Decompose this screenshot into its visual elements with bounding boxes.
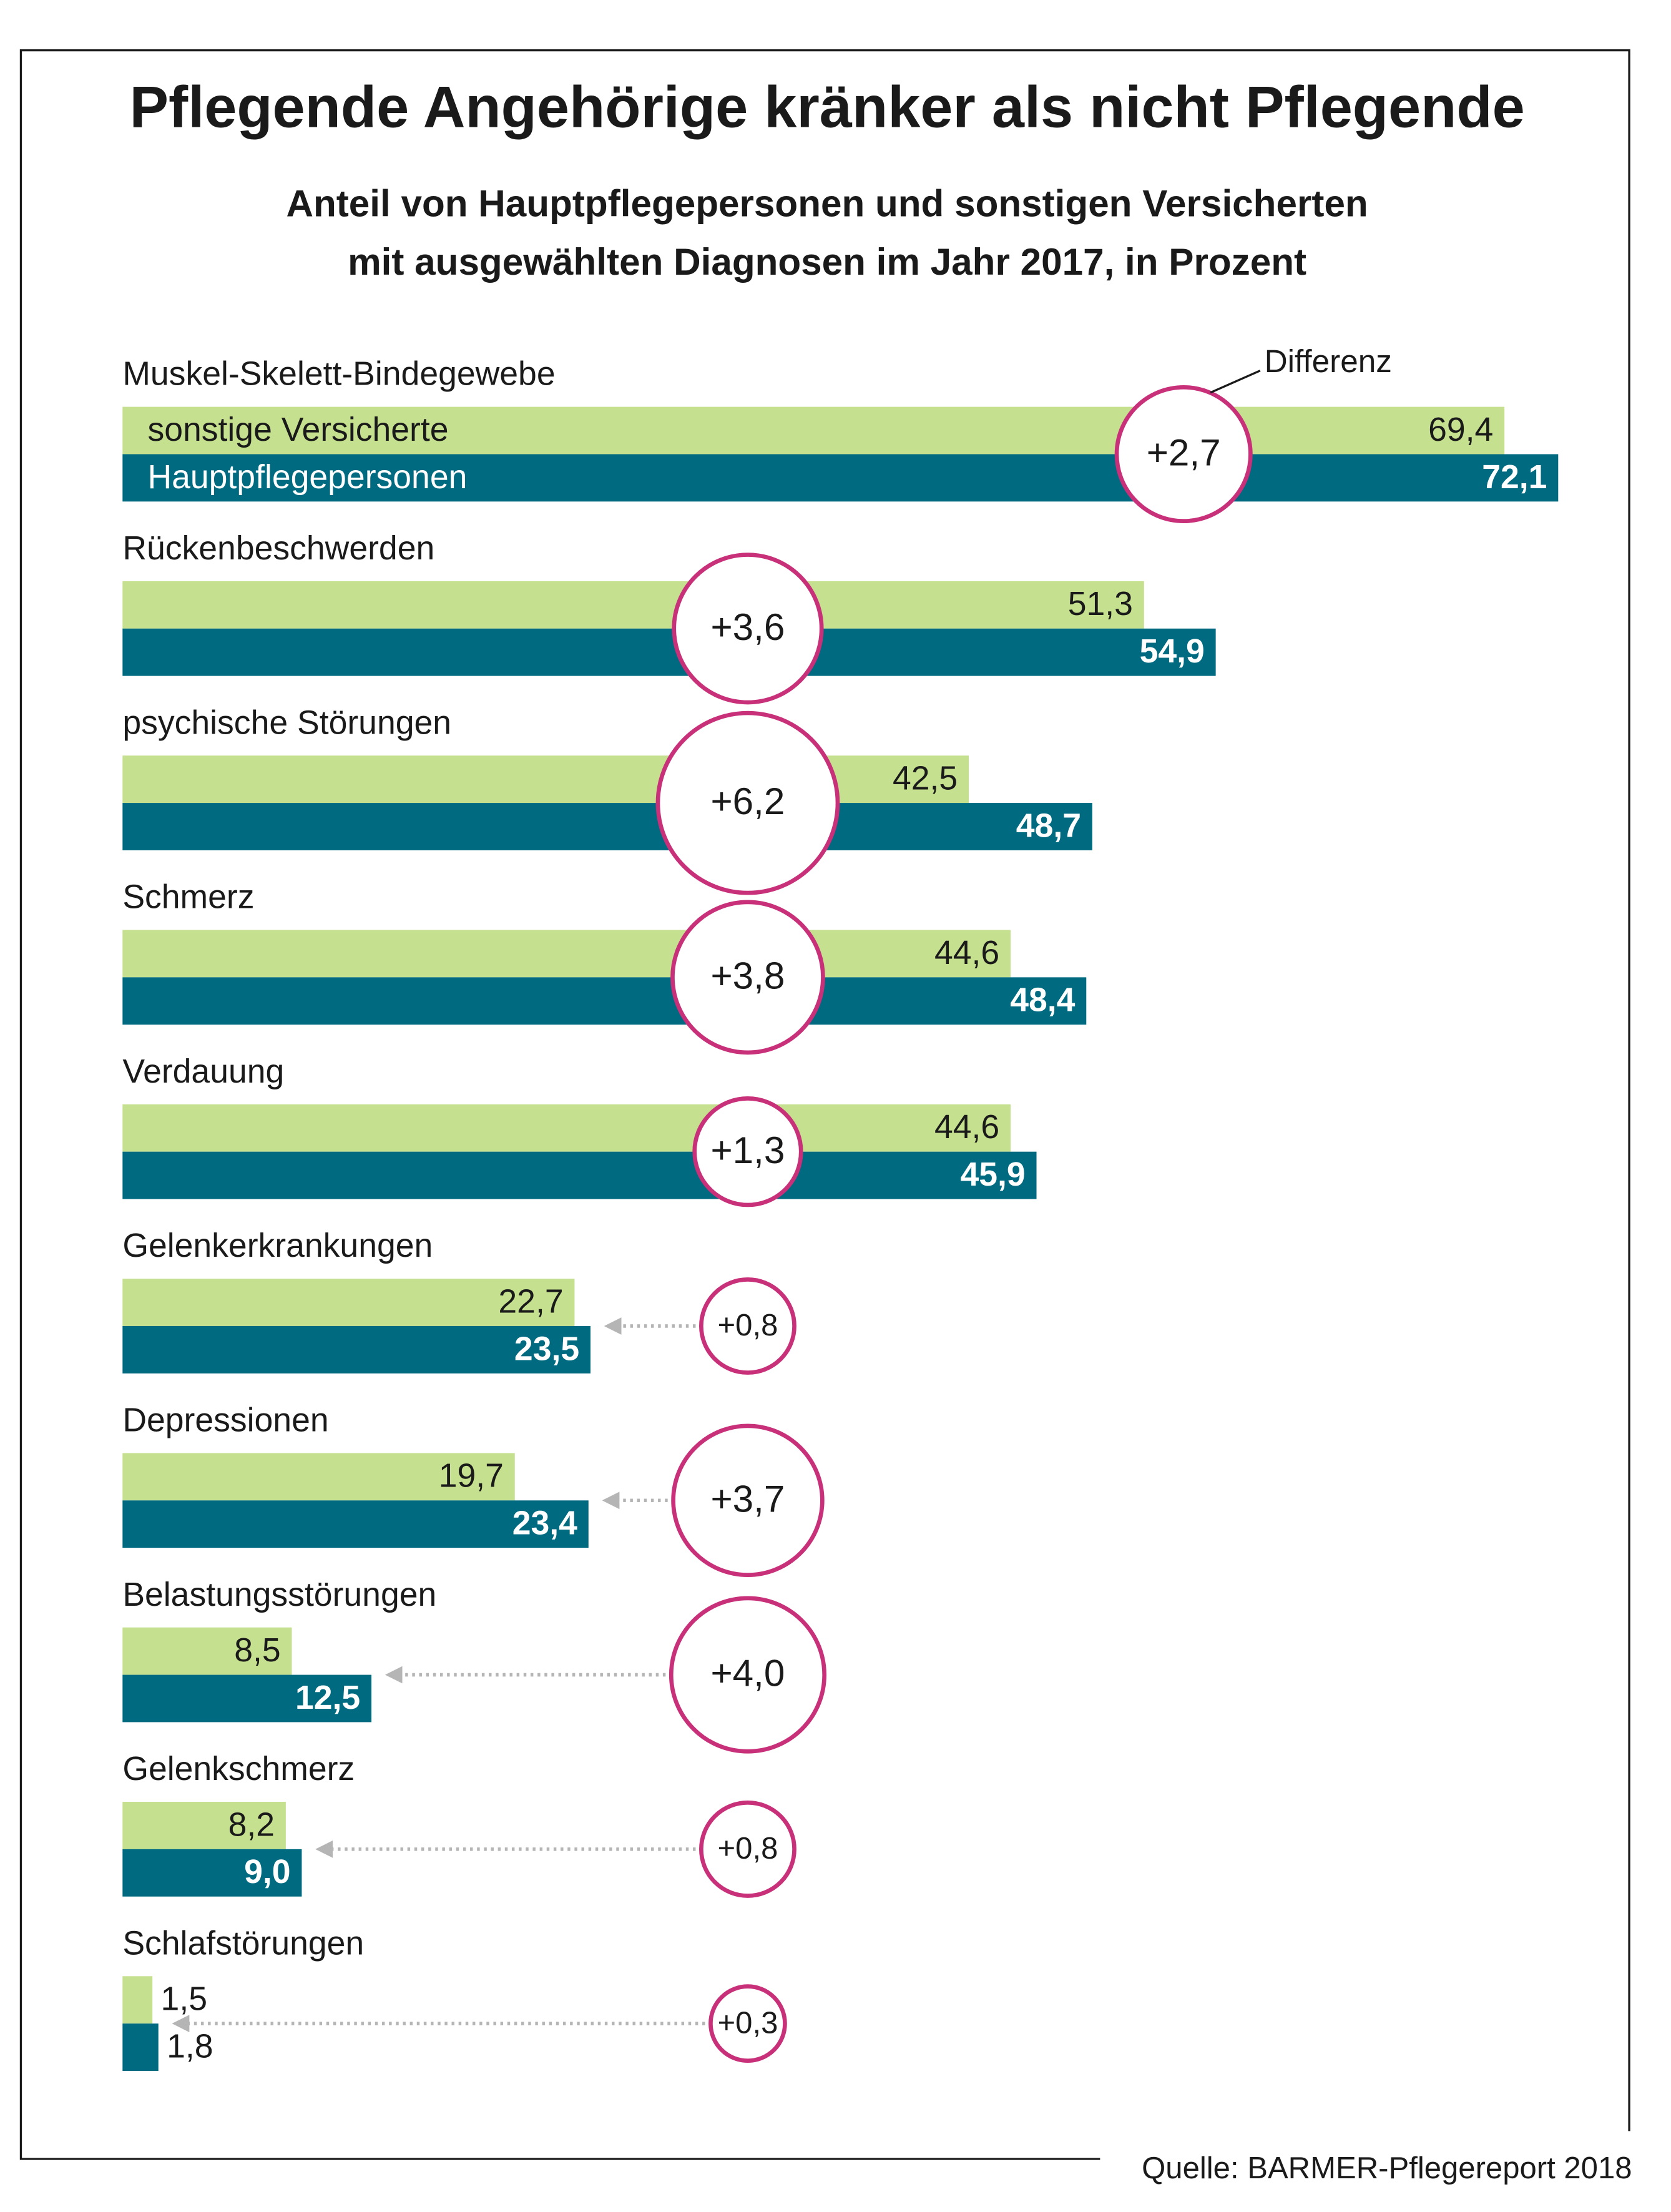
bar xyxy=(122,1849,302,1897)
legend-label: Hauptpflegepersonen xyxy=(147,459,467,496)
bar xyxy=(122,977,1087,1025)
value-label: 12,5 xyxy=(295,1679,360,1716)
value-label: 51,3 xyxy=(1068,586,1133,622)
bar xyxy=(122,628,1216,676)
value-label: 23,5 xyxy=(514,1330,579,1367)
value-label: 72,1 xyxy=(1482,459,1547,496)
bar xyxy=(122,1453,515,1501)
category-label: psychische Störungen xyxy=(122,704,451,741)
difference-label: +0,8 xyxy=(718,1832,778,1865)
bar xyxy=(122,1627,292,1675)
annotation-line xyxy=(1210,370,1261,394)
source: Quelle: BARMER-Pflegereport 2018 xyxy=(1142,2151,1632,2185)
bar xyxy=(122,1279,575,1326)
bar xyxy=(122,581,1144,629)
value-label: 19,7 xyxy=(439,1458,504,1495)
bar xyxy=(122,406,1505,455)
bar xyxy=(122,1104,1011,1152)
value-label: 23,4 xyxy=(512,1505,577,1542)
bar xyxy=(122,1674,372,1723)
bar xyxy=(122,2023,159,2072)
legend-label: sonstige Versicherte xyxy=(147,411,448,448)
value-label: 44,6 xyxy=(934,1109,999,1146)
category-label: Rückenbeschwerden xyxy=(122,530,434,567)
value-label: 1,8 xyxy=(167,2028,213,2065)
difference-label: +0,8 xyxy=(718,1309,778,1342)
difference-circle xyxy=(669,1596,826,1754)
difference-label: +0,3 xyxy=(718,2006,778,2040)
chart-title: Pflegende Angehörige kränker als nicht P… xyxy=(130,74,1525,139)
value-label: 44,6 xyxy=(934,935,999,971)
value-label: 9,0 xyxy=(244,1854,290,1890)
value-label: 69,4 xyxy=(1428,411,1493,448)
difference-label: +3,6 xyxy=(711,606,785,648)
difference-circle xyxy=(708,1984,787,2063)
bar xyxy=(122,454,1559,502)
bar xyxy=(122,1151,1037,1199)
difference-label: +6,2 xyxy=(711,780,785,822)
difference-circle xyxy=(670,900,825,1055)
bar xyxy=(122,1500,589,1548)
frame xyxy=(19,49,1630,2160)
category-label: Belastungsstörungen xyxy=(122,1576,436,1613)
difference-label: +2,7 xyxy=(1147,431,1221,474)
difference-label: +3,8 xyxy=(711,955,785,997)
bar xyxy=(122,755,969,804)
bar xyxy=(122,930,1011,978)
difference-circle xyxy=(699,1800,796,1898)
value-label: 8,5 xyxy=(234,1632,280,1669)
difference-circle xyxy=(699,1277,796,1375)
category-label: Schmerz xyxy=(122,879,254,916)
value-label: 54,9 xyxy=(1140,633,1205,670)
category-label: Gelenkerkrankungen xyxy=(122,1227,433,1264)
category-label: Gelenkschmerz xyxy=(122,1751,355,1787)
value-label: 42,5 xyxy=(893,760,958,797)
category-label: Depressionen xyxy=(122,1402,328,1438)
annotation: Differenz xyxy=(1265,343,1392,379)
bar xyxy=(122,803,1092,850)
category-label: Muskel-Skelett-Bindegewebe xyxy=(122,356,555,393)
value-label: 1,5 xyxy=(161,1981,207,2018)
value-label: 48,4 xyxy=(1010,982,1075,1019)
difference-circle xyxy=(671,1423,825,1577)
difference-label: +1,3 xyxy=(711,1129,785,1171)
value-label: 8,2 xyxy=(228,1806,275,1843)
difference-circle xyxy=(1114,385,1253,523)
value-label: 22,7 xyxy=(498,1283,563,1320)
bar xyxy=(122,1802,286,1849)
value-label: 48,7 xyxy=(1016,807,1081,844)
difference-label: +3,7 xyxy=(711,1477,785,1520)
bar xyxy=(122,1976,153,2024)
value-label: 45,9 xyxy=(960,1156,1025,1193)
chart-subtitle: mit ausgewählten Diagnosen im Jahr 2017,… xyxy=(348,240,1306,283)
category-label: Schlafstörungen xyxy=(122,1925,364,1962)
difference-label: +4,0 xyxy=(711,1652,785,1694)
category-label: Verdauung xyxy=(122,1053,284,1090)
bar xyxy=(122,1325,590,1374)
difference-circle xyxy=(692,1096,803,1207)
chart-subtitle: Anteil von Hauptpflegepersonen und sonst… xyxy=(286,182,1368,224)
difference-circle xyxy=(672,553,824,705)
difference-circle xyxy=(655,710,840,895)
